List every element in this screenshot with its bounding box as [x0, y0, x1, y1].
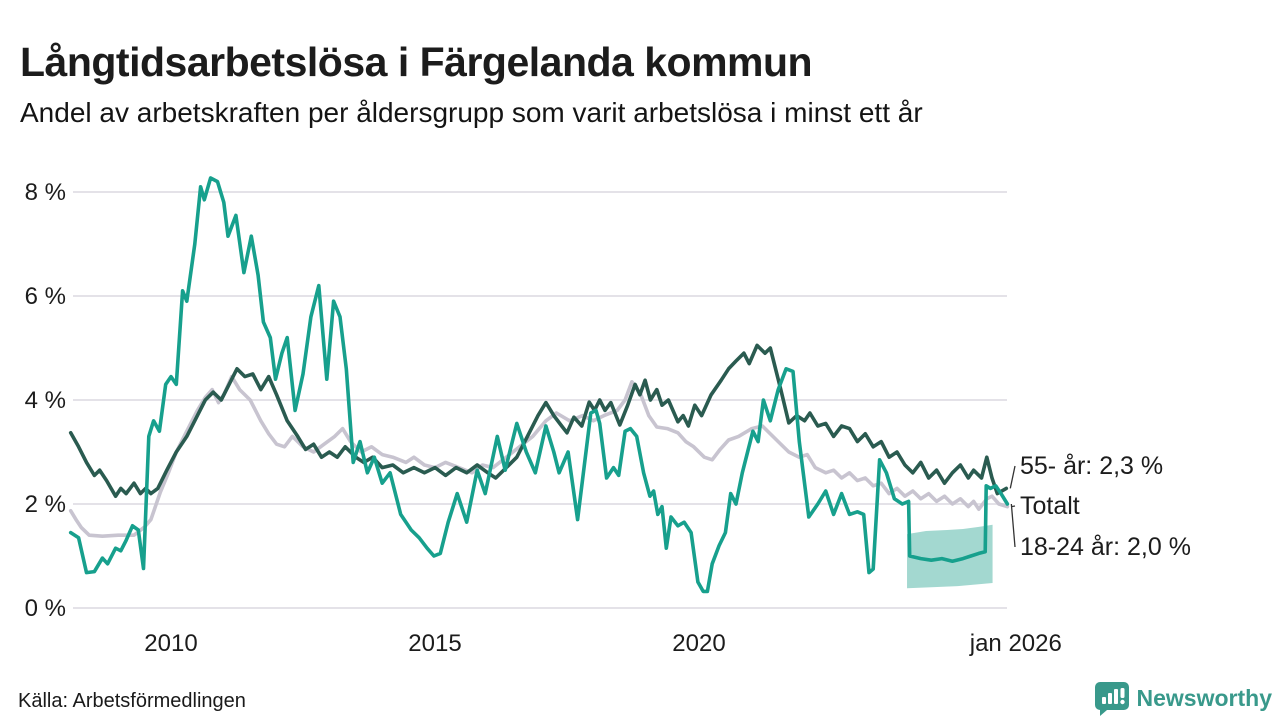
brand-name: Newsworthy	[1136, 684, 1272, 711]
y-axis-tick-label: 4 %	[25, 387, 66, 414]
series-line-55--r	[68, 343, 1009, 499]
annotation-leader-line	[1010, 503, 1016, 548]
x-axis-tick-label: 2015	[408, 630, 461, 657]
y-axis-tick-label: 8 %	[25, 179, 66, 206]
chart-subtitle: Andel av arbetskraften per åldersgrupp s…	[20, 97, 923, 128]
y-axis-tick-label: 6 %	[25, 283, 66, 310]
series-end-label: 55- år: 2,3 %	[1020, 452, 1163, 480]
brand-logo: Newsworthy	[1094, 680, 1272, 716]
y-axis-tick-label: 2 %	[25, 491, 66, 518]
bar-chart-speech-bubble-icon	[1094, 682, 1129, 716]
page-title: Långtidsarbetslösa i Färgelanda kommun	[20, 39, 813, 86]
y-axis-tick-label: 0 %	[25, 595, 66, 622]
annotation-leader-line	[1009, 465, 1016, 489]
x-axis-tick-label: 2020	[672, 630, 725, 657]
x-axis-tick-label: 2010	[144, 630, 197, 657]
series-end-label: 18-24 år: 2,0 %	[1020, 533, 1191, 561]
series-line-totalt	[68, 374, 1010, 539]
x-axis-tick-label: jan 2026	[969, 630, 1062, 657]
series-line-18-24-r	[68, 176, 1010, 594]
source-note: Källa: Arbetsförmedlingen	[18, 690, 246, 712]
series-end-label: Totalt	[1020, 492, 1080, 520]
uncertainty-band	[907, 524, 993, 589]
